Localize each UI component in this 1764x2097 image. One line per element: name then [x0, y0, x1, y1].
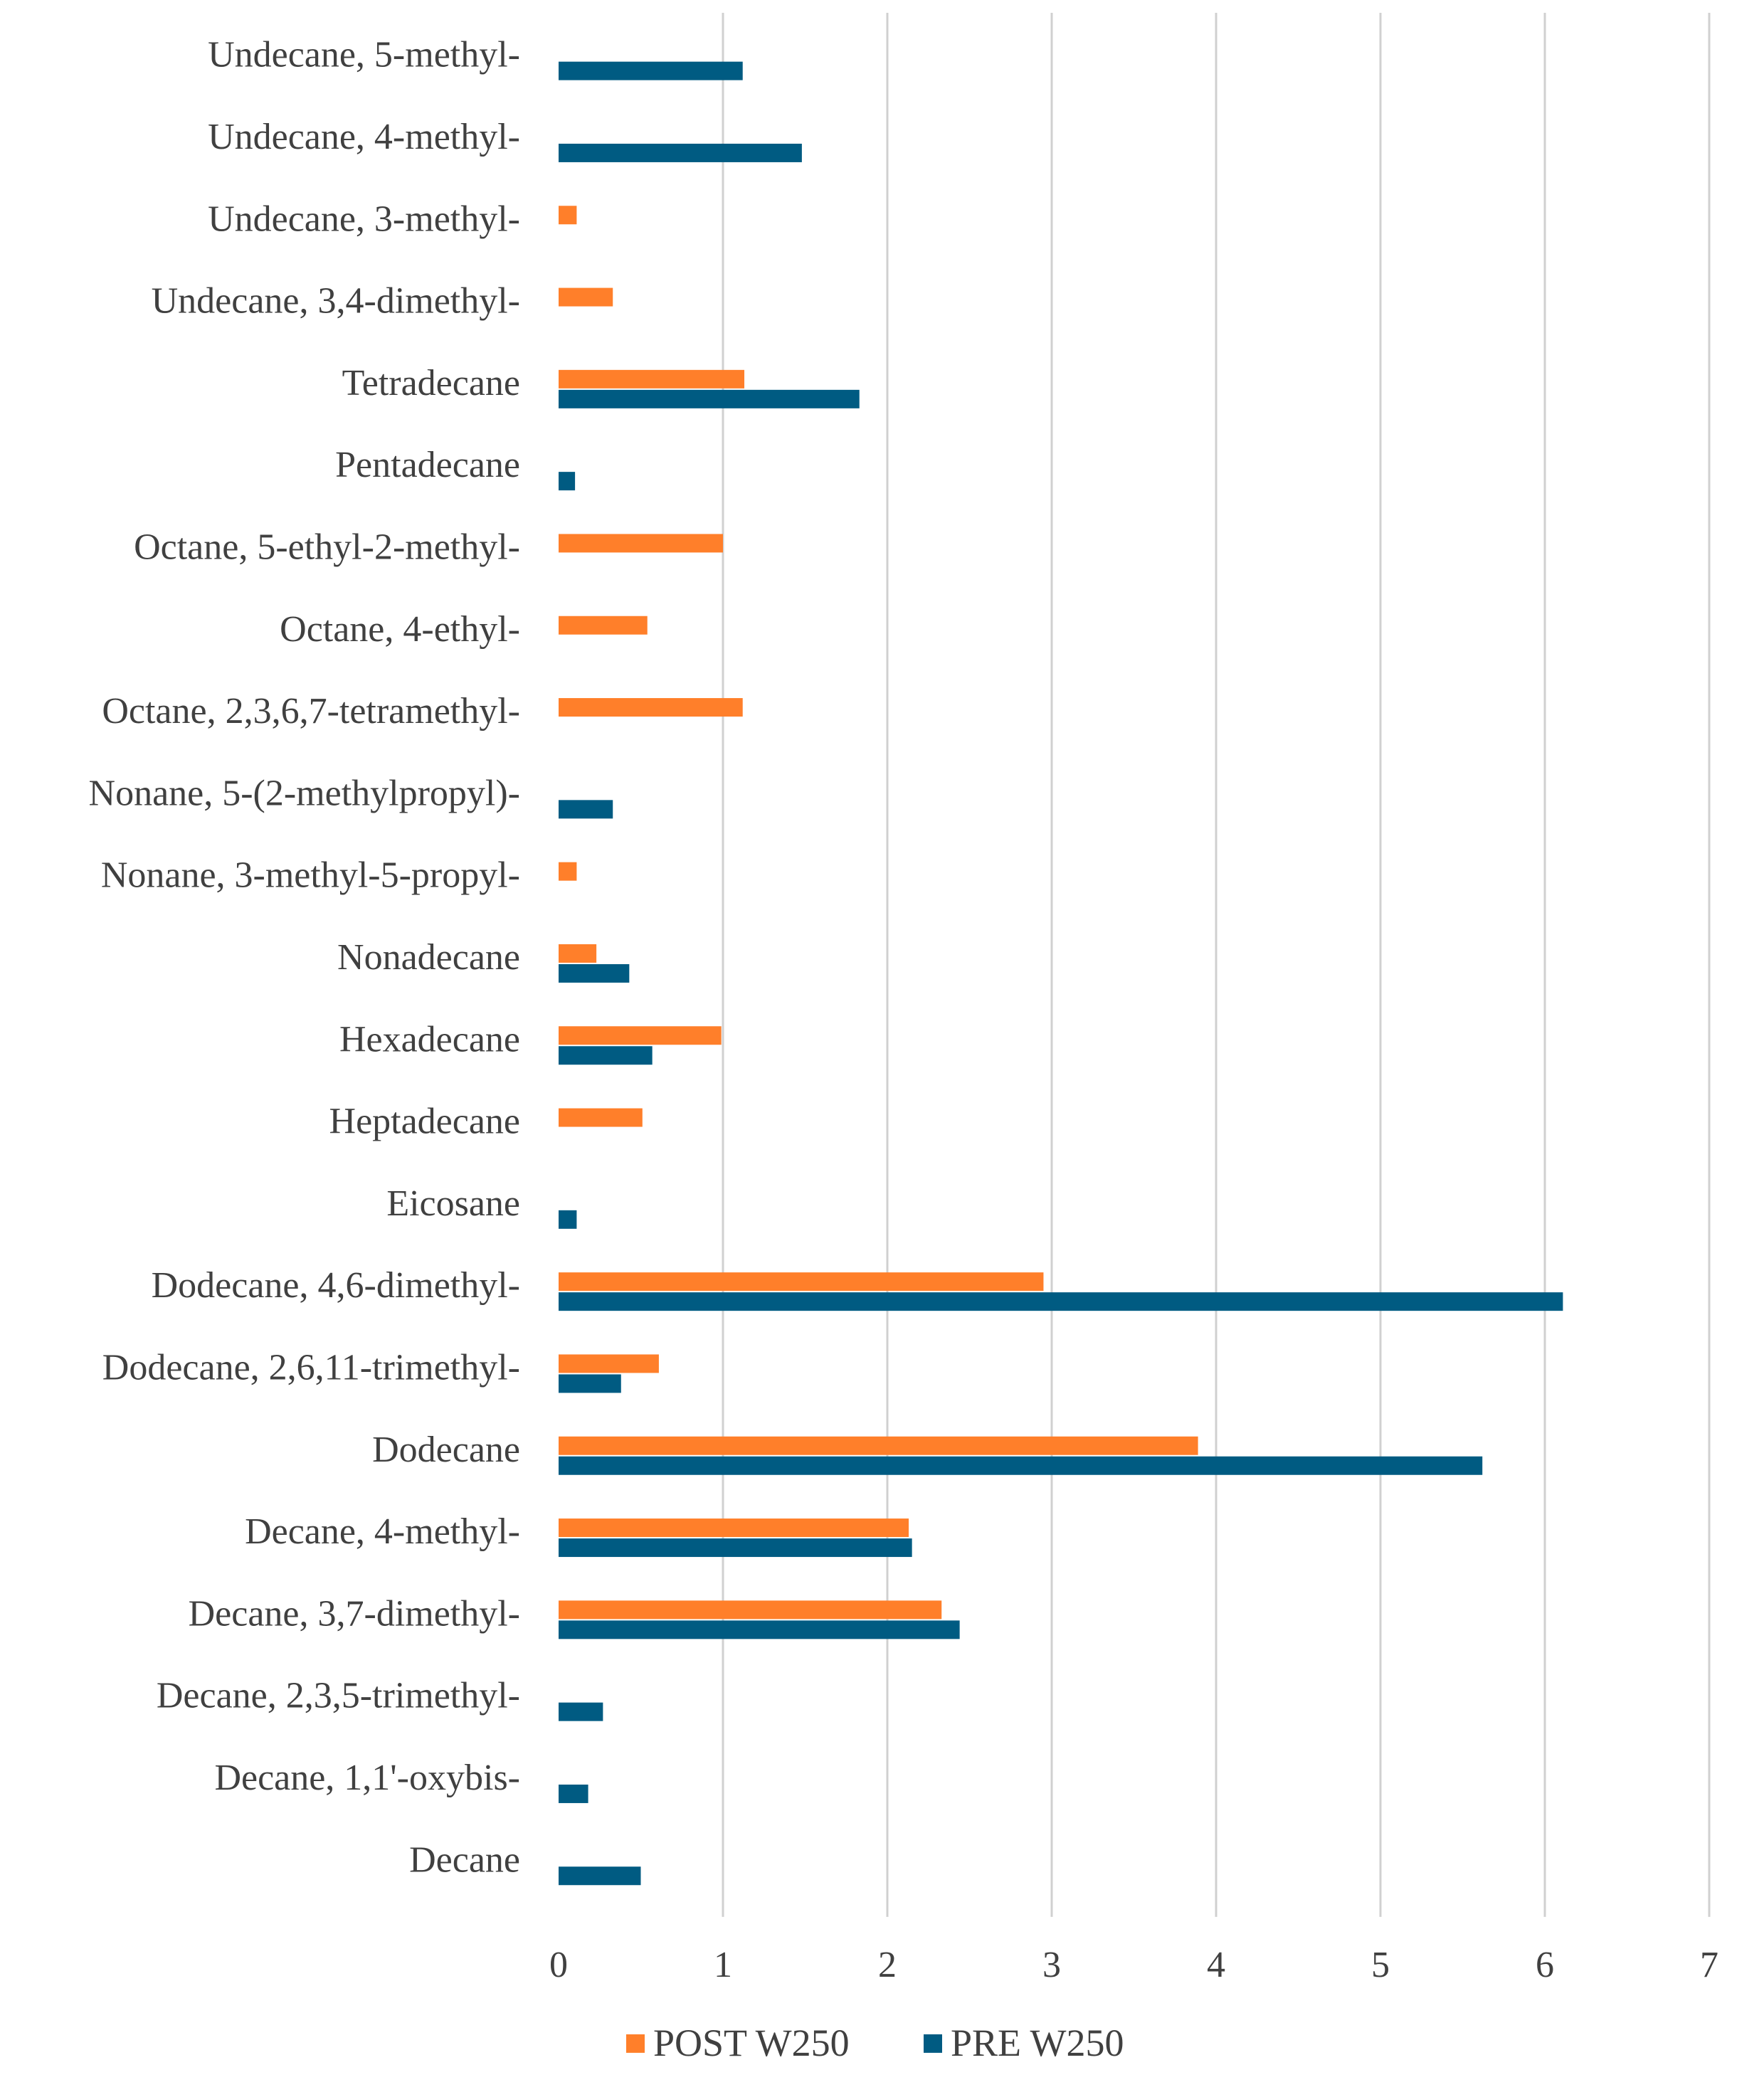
x-tick-label-3: 3 — [1042, 1945, 1061, 1985]
legend-label-post: POST W250 — [653, 2022, 850, 2064]
post-w250-bar: POST W250 — Octane, 5-ethyl-2-methyl-: 1 — [559, 534, 723, 553]
category-label: Decane, 4-methyl- — [245, 1511, 520, 1552]
category-label: Octane, 5-ethyl-2-methyl- — [134, 527, 520, 567]
legend: POST W250 PRE W250 — [626, 2022, 1124, 2064]
post-w250-bar: POST W250 — Dodecane: 3.89 — [559, 1436, 1198, 1455]
pre-w250-bar: PRE W250 — Decane: 0.5 — [559, 1866, 641, 1886]
category-label: Decane, 3,7-dimethyl- — [189, 1593, 520, 1634]
gridlines — [722, 13, 1711, 1917]
category-label: Heptadecane — [329, 1102, 520, 1142]
x-axis-tick-labels: 0 1 2 3 4 5 6 7 — [549, 1945, 1718, 1985]
x-tick-label-2: 2 — [878, 1945, 897, 1985]
category-label: Undecane, 4-methyl- — [208, 117, 520, 157]
x-tick-label-4: 4 — [1207, 1945, 1225, 1985]
category-label: Undecane, 5-methyl- — [208, 35, 520, 75]
post-w250-bar: POST W250 — Dodecane, 4,6-dimethyl-: 2.9… — [559, 1272, 1044, 1292]
category-label: Pentadecane — [335, 445, 520, 485]
category-label: Decane, 1,1'-oxybis- — [214, 1758, 520, 1798]
post-w250-bar: POST W250 — Decane, 4-methyl-: 2.13 — [559, 1518, 909, 1538]
post-w250-bar: POST W250 — Octane, 2,3,6,7-tetramethyl-… — [559, 698, 743, 717]
x-tick-label-5: 5 — [1371, 1945, 1390, 1985]
category-label: Nonadecane — [337, 937, 520, 978]
category-label: Decane, 2,3,5-trimethyl- — [157, 1676, 520, 1716]
post-w250-bar: POST W250 — Undecane, 3-methyl-: 0.11 — [559, 206, 577, 225]
category-label: Undecane, 3,4-dimethyl- — [152, 281, 520, 322]
category-label: Undecane, 3-methyl- — [208, 199, 520, 239]
category-label: Octane, 4-ethyl- — [280, 609, 520, 650]
pre-w250-bar: PRE W250 — Pentadecane: 0.1 — [559, 472, 576, 491]
pre-w250-bar: PRE W250 — Decane, 3,7-dimethyl-: 2.44 — [559, 1620, 960, 1639]
x-tick-label-6: 6 — [1536, 1945, 1554, 1985]
post-w250-bar: POST W250 — Decane, 3,7-dimethyl-: 2.33 — [559, 1600, 942, 1620]
legend-swatch-pre — [924, 2034, 942, 2053]
pre-w250-bar: PRE W250 — Undecane, 4-methyl-: 1.48 — [559, 143, 802, 162]
category-label: Dodecane — [372, 1430, 520, 1470]
category-label: Nonane, 5-(2-methylpropyl)- — [89, 773, 520, 813]
x-tick-label-7: 7 — [1700, 1945, 1718, 1985]
category-label: Dodecane, 2,6,11-trimethyl- — [102, 1347, 520, 1388]
post-w250-bar: POST W250 — Octane, 4-ethyl-: 0.54 — [559, 616, 648, 635]
pre-w250-bar: PRE W250 — Decane, 1,1'-oxybis-: 0.18 — [559, 1784, 588, 1803]
pre-w250-bar: PRE W250 — Tetradecane: 1.83 — [559, 389, 860, 408]
pre-w250-bar: PRE W250 — Dodecane, 4,6-dimethyl-: 6.11 — [559, 1292, 1563, 1311]
category-label: Tetradecane — [342, 363, 520, 403]
x-tick-label-0: 0 — [549, 1945, 568, 1985]
pre-w250-bar: PRE W250 — Undecane, 5-methyl-: 1.12 — [559, 61, 743, 80]
post-w250-bar: POST W250 — Undecane, 3,4-dimethyl-: 0.3… — [559, 287, 613, 307]
category-label: Nonane, 3-methyl-5-propyl- — [101, 855, 520, 896]
post-w250-bar: POST W250 — Nonadecane: 0.23 — [559, 944, 597, 963]
pre-w250-bar: PRE W250 — Dodecane: 5.62 — [559, 1456, 1483, 1475]
category-labels: Undecane, 5-methyl- Undecane, 4-methyl- Un… — [89, 35, 520, 1881]
legend-swatch-post — [626, 2034, 645, 2053]
pre-w250-bar: PRE W250 — Dodecane, 2,6,11-trimethyl-: … — [559, 1374, 621, 1393]
pre-w250-bar: PRE W250 — Nonane, 5-(2-methylpropyl)-: … — [559, 800, 613, 819]
x-tick-label-1: 1 — [714, 1945, 732, 1985]
pre-w250-bar: PRE W250 — Decane, 2,3,5-trimethyl-: 0.2… — [559, 1702, 603, 1721]
post-w250-bar: POST W250 — Nonane, 3-methyl-5-propyl-: … — [559, 862, 577, 881]
category-label: Decane — [409, 1839, 520, 1880]
pre-w250-bar: PRE W250 — Decane, 4-methyl-: 2.15 — [559, 1538, 912, 1558]
legend-label-pre: PRE W250 — [951, 2022, 1124, 2064]
post-w250-bar: POST W250 — Hexadecane: 0.99 — [559, 1026, 722, 1045]
post-w250-bar: POST W250 — Tetradecane: 1.13 — [559, 369, 745, 389]
bars: PRE W250 — Undecane, 5-methyl-: 1.12 PRE … — [559, 61, 1563, 1886]
pre-w250-bar: PRE W250 — Hexadecane: 0.57 — [559, 1046, 653, 1065]
post-w250-bar: POST W250 — Heptadecane: 0.51 — [559, 1108, 643, 1127]
category-label: Eicosane — [386, 1183, 520, 1224]
category-label: Dodecane, 4,6-dimethyl- — [152, 1265, 520, 1306]
pre-w250-bar: PRE W250 — Eicosane: 0.11 — [559, 1210, 577, 1229]
pre-w250-bar: PRE W250 — Nonadecane: 0.43 — [559, 963, 630, 983]
post-w250-bar: POST W250 — Dodecane, 2,6,11-trimethyl-:… — [559, 1354, 659, 1373]
category-label: Octane, 2,3,6,7-tetramethyl- — [102, 691, 520, 731]
category-label: Hexadecane — [339, 1019, 520, 1060]
